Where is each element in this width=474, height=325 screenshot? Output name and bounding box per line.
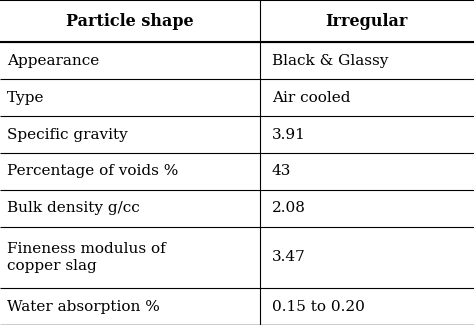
Text: Bulk density g/cc: Bulk density g/cc: [7, 202, 140, 215]
Text: Irregular: Irregular: [326, 13, 408, 30]
Text: Air cooled: Air cooled: [272, 91, 350, 105]
Text: Fineness modulus of
copper slag: Fineness modulus of copper slag: [7, 242, 166, 273]
Text: Water absorption %: Water absorption %: [7, 300, 160, 314]
Text: 2.08: 2.08: [272, 202, 305, 215]
Text: Type: Type: [7, 91, 45, 105]
Text: Percentage of voids %: Percentage of voids %: [7, 164, 179, 178]
Text: Black & Glassy: Black & Glassy: [272, 54, 388, 68]
Text: 43: 43: [272, 164, 291, 178]
Text: 3.91: 3.91: [272, 128, 305, 142]
Text: Particle shape: Particle shape: [66, 13, 194, 30]
Text: Appearance: Appearance: [7, 54, 100, 68]
Text: Specific gravity: Specific gravity: [7, 128, 128, 142]
Text: 3.47: 3.47: [272, 251, 305, 265]
Text: 0.15 to 0.20: 0.15 to 0.20: [272, 300, 365, 314]
